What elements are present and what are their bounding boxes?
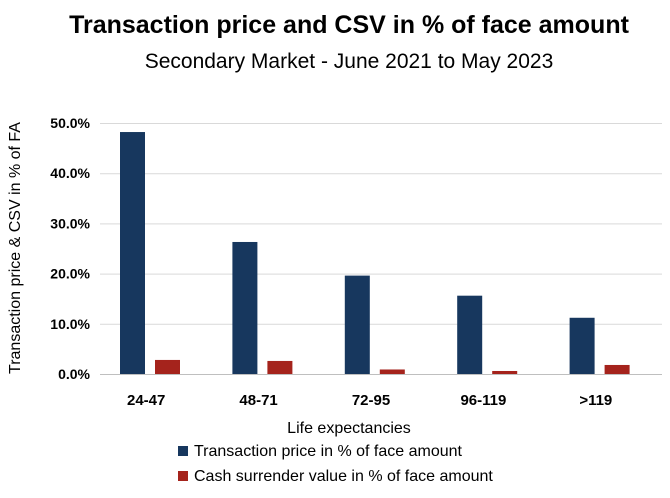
bar-cash-surrender-value-3 bbox=[492, 370, 518, 374]
y-tick-label: 30.0% bbox=[50, 215, 90, 231]
y-axis-title: Transaction price & CSV in % of FA bbox=[7, 122, 24, 374]
bar-cash-surrender-value-4 bbox=[604, 364, 630, 374]
bar-cash-surrender-value-1 bbox=[267, 360, 293, 374]
y-tick-label: 20.0% bbox=[50, 266, 90, 282]
gridlines bbox=[100, 123, 662, 325]
y-tick-label: 40.0% bbox=[50, 165, 90, 181]
bar-cash-surrender-value-2 bbox=[379, 369, 405, 374]
x-tick-label: 24-47 bbox=[127, 392, 165, 409]
chart-title: Transaction price and CSV in % of face a… bbox=[69, 11, 630, 39]
bars bbox=[120, 132, 630, 374]
x-axis-title: Life expectancies bbox=[287, 420, 411, 437]
bar-transaction-price-2 bbox=[344, 275, 370, 374]
legend-label-cash-surrender-value: Cash surrender value in % of face amount bbox=[194, 468, 493, 485]
x-tick-label: >119 bbox=[579, 392, 612, 409]
x-tick-label: 48-71 bbox=[239, 392, 277, 409]
y-axis-ticks: 0.0% 10.0% 20.0% 30.0% 40.0% 50.0% bbox=[50, 115, 90, 382]
bar-transaction-price-1 bbox=[232, 241, 258, 374]
chart-subtitle: Secondary Market - June 2021 to May 2023 bbox=[145, 50, 554, 73]
bar-transaction-price-3 bbox=[457, 295, 483, 374]
y-tick-label: 50.0% bbox=[50, 115, 90, 131]
bar-transaction-price-4 bbox=[569, 317, 595, 374]
legend: Transaction price in % of face amount Ca… bbox=[178, 443, 493, 485]
legend-label-transaction-price: Transaction price in % of face amount bbox=[194, 443, 463, 460]
bar-transaction-price-0 bbox=[120, 132, 145, 374]
bar-cash-surrender-value-0 bbox=[155, 359, 180, 374]
legend-swatch-transaction-price bbox=[178, 446, 188, 456]
legend-swatch-cash-surrender-value bbox=[178, 471, 188, 481]
x-tick-label: 72-95 bbox=[352, 392, 390, 409]
y-tick-label: 0.0% bbox=[58, 366, 90, 382]
x-tick-label: 96-119 bbox=[460, 392, 506, 409]
y-tick-label: 10.0% bbox=[50, 316, 90, 332]
x-axis-ticks: 24-47 48-71 72-95 96-119 >119 bbox=[127, 392, 612, 409]
